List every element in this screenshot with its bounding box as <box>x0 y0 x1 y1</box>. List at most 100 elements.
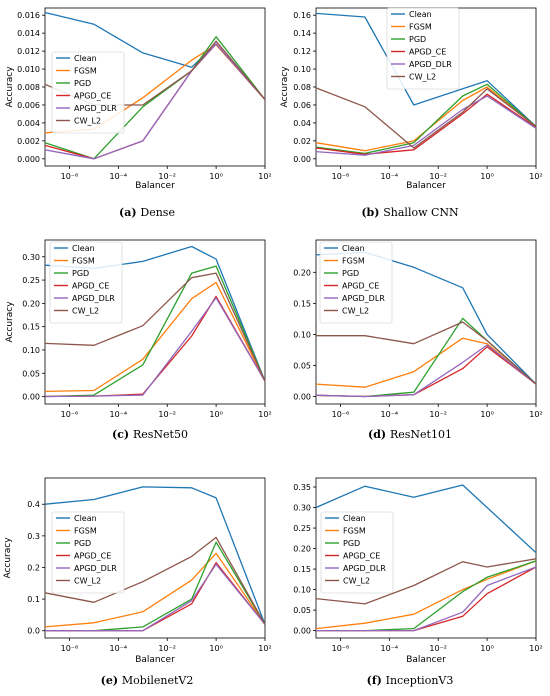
series-line-clean <box>315 12 537 127</box>
plot-frame <box>315 239 537 405</box>
y-tick-label: 0.25 <box>22 276 40 285</box>
y-tick-label: 0.2 <box>27 563 40 572</box>
legend-entry: APGD_CE <box>343 552 380 561</box>
legend-entry: CW_L2 <box>409 73 436 82</box>
legend-entry: FGSM <box>343 527 366 536</box>
y-tick-label: 0.02 <box>293 137 311 146</box>
legend-box <box>320 511 394 594</box>
x-tick-label: 10² <box>529 410 542 419</box>
legend-entry: APGD_CE <box>409 48 446 57</box>
y-tick-label: 0.00 <box>293 627 311 636</box>
y-tick-label: 0.10 <box>293 65 311 74</box>
legend-entry: PGD <box>342 269 359 278</box>
x-tick-label: 10⁻⁴ <box>381 644 399 653</box>
series-line-pgd <box>315 83 537 155</box>
y-tick-label: 0.0 <box>27 627 40 636</box>
x-tick-label: 10² <box>258 644 271 653</box>
legend-entry: APGD_DLR <box>343 564 386 573</box>
series-line-clean <box>315 484 537 554</box>
y-tick-label: 0.014 <box>17 29 40 38</box>
series-line-fgsm <box>315 560 537 630</box>
y-tick-label: 0.20 <box>22 299 40 308</box>
series-line-apgd-dlr <box>44 43 266 160</box>
series-line-apgd-dlr <box>315 344 537 398</box>
series-line-cw-l2 <box>44 536 266 625</box>
panel-caption-title: ResNet101 <box>390 428 452 441</box>
legend-entry: PGD <box>343 539 360 548</box>
series-line-fgsm <box>44 281 266 393</box>
series-line-apgd-dlr <box>315 95 537 156</box>
legend-entry: PGD <box>74 539 91 548</box>
panel-caption-letter: (c) <box>112 428 133 441</box>
x-tick-label: 10² <box>258 172 271 181</box>
legend-box <box>49 241 123 324</box>
y-tick-label: 0.05 <box>293 361 311 370</box>
y-tick-label: 0.012 <box>17 47 40 56</box>
x-tick-label: 10⁻² <box>429 644 447 653</box>
y-tick-label: 0.15 <box>22 323 40 332</box>
y-tick-label: 0.20 <box>293 268 311 277</box>
panel-caption: (b) Shallow CNN <box>361 206 459 219</box>
x-tick-label: 10² <box>529 172 542 181</box>
y-tick-label: 0.25 <box>293 524 311 533</box>
legend-entry: FGSM <box>74 527 97 536</box>
y-tick-label: 0.010 <box>17 65 40 74</box>
series-line-cw-l2 <box>315 87 537 149</box>
x-tick-label: 10⁻⁴ <box>381 410 399 419</box>
x-tick-label: 10² <box>529 644 542 653</box>
x-tick-label: 10⁻⁶ <box>61 644 79 653</box>
legend-entry: APGD_DLR <box>342 294 385 303</box>
series-line-cw-l2 <box>44 272 266 382</box>
series-line-fgsm <box>315 337 537 388</box>
legend-entry: CW_L2 <box>74 577 101 586</box>
y-tick-label: 0.05 <box>22 369 40 378</box>
legend-entry: Clean <box>409 10 432 19</box>
x-tick-label: 10⁻⁶ <box>332 172 350 181</box>
x-tick-label: 10⁻⁶ <box>61 410 79 419</box>
x-tick-label: 10⁻⁴ <box>110 644 128 653</box>
x-tick-label: 10⁻² <box>158 644 176 653</box>
legend-box <box>51 51 125 134</box>
legend-entry: Clean <box>74 514 97 523</box>
legend-entry: PGD <box>72 269 89 278</box>
plot-frame <box>315 477 537 639</box>
legend-entry: FGSM <box>72 257 95 266</box>
legend-entry: APGD_CE <box>72 282 109 291</box>
panel-caption: (a) Dense <box>119 206 175 219</box>
y-tick-label: 0.3 <box>27 532 40 541</box>
panel-caption-title: Dense <box>140 206 175 219</box>
y-tick-label: 0.06 <box>293 101 311 110</box>
x-tick-label: 10⁻² <box>429 410 447 419</box>
x-tick-label: 10⁻⁴ <box>110 410 128 419</box>
x-tick-label: 10⁰ <box>209 644 222 653</box>
y-axis-label: Accuracy <box>5 66 15 108</box>
series-line-fgsm <box>315 86 537 152</box>
y-tick-label: 0.12 <box>293 47 311 56</box>
y-tick-label: 0.00 <box>22 393 40 402</box>
chart-panel-2: 0.00 0.02 0.04 0.06 0.08 0.10 0.12 0.14 0.16 10⁻⁶… <box>280 7 543 219</box>
y-tick-label: 0.35 <box>293 483 311 492</box>
series-line-cw-l2 <box>316 321 537 385</box>
y-tick-label: 0.30 <box>293 504 311 513</box>
y-axis-label: Accuracy <box>5 301 15 343</box>
chart-panel-6: 0.00 0.05 0.10 0.15 0.20 0.25 0.30 0.35 10⁻⁶ 10⁻⁴… <box>293 477 543 687</box>
chart-panel-3: 0.00 0.05 0.10 0.15 0.20 0.25 0.30 10⁻⁶ 10⁻⁴ 10⁻²… <box>5 239 272 441</box>
x-tick-label: 10⁰ <box>480 172 493 181</box>
x-tick-label: 10⁻⁶ <box>332 644 350 653</box>
y-tick-label: 0.1 <box>27 595 40 604</box>
legend-entry: APGD_DLR <box>74 104 117 113</box>
legend-entry: Clean <box>74 54 97 63</box>
y-axis-label: Accuracy <box>280 66 290 108</box>
x-axis-label: Balancer <box>135 655 175 665</box>
legend-entry: APGD_CE <box>74 92 111 101</box>
panel-caption-letter: (f) <box>367 674 386 687</box>
panel-caption-letter: (d) <box>368 428 390 441</box>
panel-caption-letter: (b) <box>361 206 383 219</box>
x-tick-label: 10⁰ <box>209 410 222 419</box>
y-tick-label: 0.30 <box>22 253 40 262</box>
y-tick-label: 0.20 <box>293 545 311 554</box>
series-line-pgd <box>44 265 266 398</box>
x-axis-label: Balancer <box>406 655 446 665</box>
legend-entry: FGSM <box>74 67 97 76</box>
